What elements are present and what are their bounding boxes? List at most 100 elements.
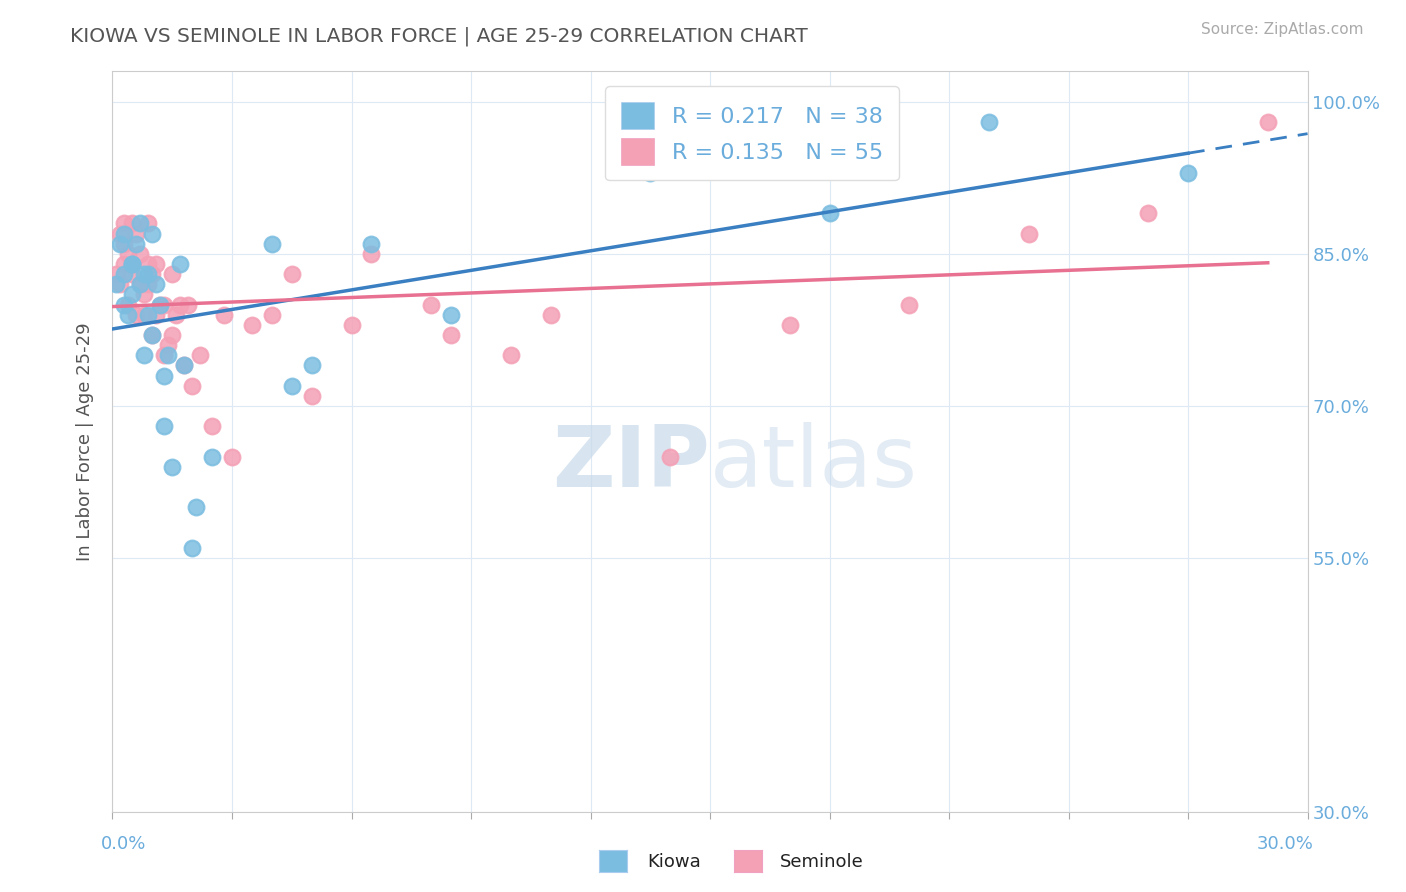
Point (141, 328, 163, 343)
Point (173, 359, 195, 373)
Point (129, 277, 152, 292)
Point (169, 257, 191, 271)
Point (1137, 206, 1160, 220)
Point (134, 348, 156, 362)
Y-axis label: In Labor Force | Age 25-29: In Labor Force | Age 25-29 (76, 322, 94, 561)
Point (114, 236, 135, 251)
Point (134, 267, 156, 281)
Point (165, 308, 187, 322)
Point (121, 257, 143, 271)
Text: Seminole: Seminole (780, 853, 865, 871)
Text: Kiowa: Kiowa (647, 853, 700, 871)
Point (779, 318, 801, 332)
Point (188, 348, 211, 362)
Point (117, 298, 139, 312)
Point (129, 247, 152, 261)
Text: 30.0%: 30.0% (1257, 835, 1313, 853)
Point (162, 267, 183, 281)
Point (114, 267, 135, 281)
Point (301, 389, 323, 403)
Point (440, 308, 463, 322)
Point (153, 419, 176, 434)
Point (898, 298, 921, 312)
Point (149, 298, 172, 312)
Point (540, 308, 562, 322)
Point (153, 368, 176, 383)
Point (114, 257, 135, 271)
Point (260, 308, 283, 322)
Text: 0.0%: 0.0% (101, 835, 146, 853)
Point (121, 287, 143, 301)
Point (125, 227, 148, 241)
Point (117, 308, 139, 322)
Point (141, 328, 163, 343)
Point (499, 348, 522, 362)
Point (129, 277, 152, 292)
Point (157, 348, 180, 362)
Point (157, 338, 180, 352)
Point (121, 257, 143, 271)
Point (281, 378, 304, 392)
Point (177, 298, 200, 312)
Point (169, 298, 191, 312)
Point (138, 257, 160, 271)
Point (145, 257, 167, 271)
Point (145, 277, 167, 292)
Point (105, 277, 128, 292)
Point (240, 318, 263, 332)
Point (114, 217, 135, 231)
Point (110, 277, 132, 292)
Point (281, 267, 304, 281)
Point (141, 267, 163, 281)
Point (420, 298, 443, 312)
Point (129, 217, 152, 231)
Point (1018, 227, 1040, 241)
Point (440, 328, 463, 343)
Point (134, 287, 156, 301)
Text: KIOWA VS SEMINOLE IN LABOR FORCE | AGE 25-29 CORRELATION CHART: KIOWA VS SEMINOLE IN LABOR FORCE | AGE 2… (70, 27, 808, 46)
Point (977, 115, 1000, 129)
Point (110, 236, 132, 251)
Point (186, 500, 208, 515)
Point (138, 217, 160, 231)
Point (1177, 166, 1199, 180)
Point (138, 267, 160, 281)
Point (114, 298, 135, 312)
Point (162, 328, 183, 343)
Point (138, 277, 160, 292)
Point (360, 247, 382, 261)
Point (659, 450, 682, 464)
Point (134, 308, 156, 322)
Point (360, 236, 382, 251)
Point (125, 308, 148, 322)
Point (1257, 115, 1279, 129)
Point (110, 227, 132, 241)
Point (149, 298, 172, 312)
Point (121, 217, 143, 231)
Point (162, 459, 183, 474)
Point (201, 419, 224, 434)
Point (153, 348, 176, 362)
Point (145, 308, 167, 322)
Point (340, 318, 363, 332)
Point (121, 257, 143, 271)
Point (260, 236, 283, 251)
Point (173, 359, 195, 373)
Point (181, 541, 204, 555)
Text: ZIP: ZIP (553, 422, 710, 505)
Point (141, 227, 163, 241)
Point (114, 227, 135, 241)
Point (201, 450, 224, 464)
Point (181, 378, 204, 392)
Point (117, 247, 139, 261)
Point (121, 267, 143, 281)
Point (212, 308, 235, 322)
Point (640, 166, 662, 180)
Text: atlas: atlas (710, 422, 918, 505)
Point (153, 298, 176, 312)
Point (221, 450, 243, 464)
Point (125, 236, 148, 251)
Legend: R = 0.217   N = 38, R = 0.135   N = 55: R = 0.217 N = 38, R = 0.135 N = 55 (605, 87, 898, 180)
Point (301, 359, 323, 373)
Point (105, 267, 128, 281)
